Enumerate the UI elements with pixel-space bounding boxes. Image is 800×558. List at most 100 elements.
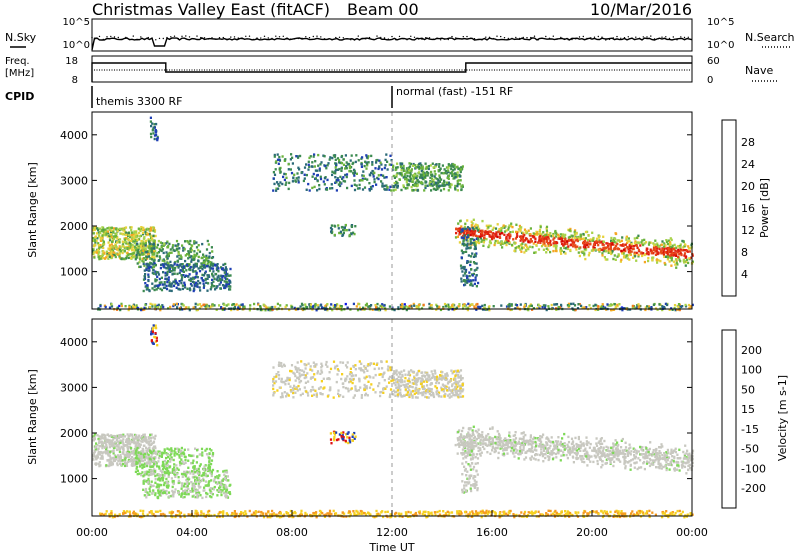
scatter-cell [150,133,152,135]
scatter-cell [110,303,112,305]
scatter-cell [109,256,111,258]
scatter-cell [431,304,433,306]
nave-dot [509,69,510,70]
scatter-cell [637,235,639,237]
scatter-cell [402,184,404,186]
scatter-cell [401,303,403,305]
scatter-cell [153,240,155,242]
scatter-cell [207,240,209,242]
noise-search-dot [676,39,677,40]
scatter-cell [181,244,183,246]
nave-dot [379,69,380,70]
scatter-cell [122,449,124,451]
scatter-cell [409,305,411,307]
nave-dot [531,69,532,70]
scatter-cell [122,233,124,235]
scatter-cell [346,167,348,169]
scatter-cell [154,470,156,472]
scatter-cell [178,266,180,268]
scatter-cell [642,244,644,246]
nave-dot [386,69,387,70]
scatter-cell [189,269,191,271]
scatter-cell [490,225,492,227]
scatter-cell [457,236,459,238]
scatter-cell [371,163,373,165]
scatter-cell [632,257,634,259]
scatter-cell [201,451,203,453]
scatter-cell [358,159,360,161]
noise-search-dot [616,36,617,37]
scatter-cell [182,288,184,290]
scatter-cell [346,176,348,178]
scatter-cell [125,226,127,228]
scatter-cell [571,235,573,237]
nave-dot [139,69,140,70]
scatter-cell [467,235,469,237]
scatter-cell [164,281,166,283]
noise-search-dot [271,38,272,39]
scatter-cell [103,451,105,453]
nave-dot [224,69,225,70]
scatter-cell [550,244,552,246]
scatter-cell [380,162,382,164]
scatter-cell [487,231,489,233]
scatter-cell [464,305,466,307]
scatter-cell [661,305,663,307]
scatter-cell [395,167,397,169]
scatter-cell [192,460,194,462]
scatter-cell [625,244,627,246]
scatter-cell [470,279,472,281]
scatter-cell [525,230,527,232]
scatter-cell [601,249,603,251]
scatter-cell [455,228,457,230]
scatter-cell [463,280,465,282]
scatter-cell [461,270,463,272]
scatter-cell [450,164,452,166]
scatter-cell [366,162,368,164]
scatter-cell [379,305,381,307]
scatter-cell [460,278,462,280]
scatter-cell [612,258,614,260]
scatter-cell [354,172,356,174]
scatter-cell [205,282,207,284]
scatter-cell [113,238,115,240]
scatter-cell [93,438,95,440]
nave-dot [101,69,102,70]
noise-search-dot [361,38,362,39]
scatter-cell [387,186,389,188]
nave-dot [94,69,95,70]
scatter-cell [213,285,215,287]
nave-dot [206,69,207,70]
scatter-cell [349,165,351,167]
scatter-cell [401,169,403,171]
scatter-cell [482,245,484,247]
scatter-cell [178,469,180,471]
noise-search-dot [463,36,464,37]
noise-search-dot [241,38,242,39]
scatter-cell [453,166,455,168]
scatter-cell [412,181,414,183]
scatter-cell [201,277,203,279]
scatter-cell [455,232,457,234]
scatter-cell [446,182,448,184]
scatter-cell [612,250,614,252]
scatter-cell [208,255,210,257]
scatter-cell [205,496,207,498]
noise-search-dot [365,38,366,39]
nave-dot [399,69,400,70]
scatter-cell [519,248,521,250]
scatter-cell [354,184,356,186]
scatter-cell [174,263,176,265]
scatter-cell [288,182,290,184]
scatter-cell [119,238,121,240]
noise-search-dot [133,35,134,36]
scatter-cell [396,174,398,176]
scatter-cell [201,243,203,245]
nave-dot [349,69,350,70]
scatter-cell [104,447,106,449]
scatter-cell [417,189,419,191]
scatter-cell [149,306,151,308]
scatter-cell [424,187,426,189]
scatter-cell [206,290,208,292]
scatter-cell [378,174,380,176]
